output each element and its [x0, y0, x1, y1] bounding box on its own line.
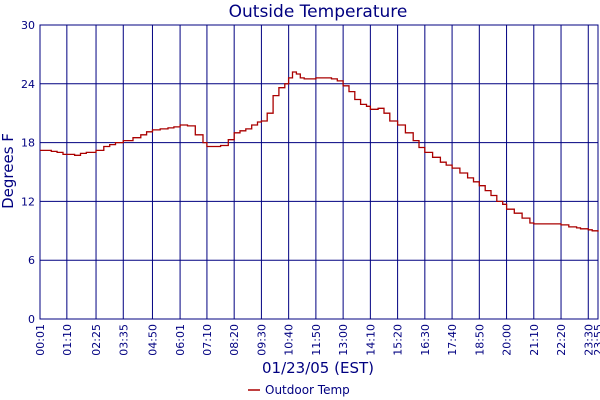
- x-tick-label: 04:50: [146, 324, 159, 356]
- y-axis-label: Degrees F: [0, 133, 17, 209]
- x-tick-label: 15:20: [392, 324, 405, 356]
- x-tick-label: 01:10: [61, 324, 74, 356]
- x-tick-label: 17:40: [446, 324, 459, 356]
- x-tick-label: 06:01: [174, 324, 187, 356]
- x-tick-label: 23:30: [582, 324, 595, 356]
- legend-label-outdoor-temp: Outdoor Temp: [265, 383, 350, 397]
- x-tick-label: 20:00: [501, 324, 514, 356]
- plot-border: [39, 24, 599, 320]
- x-tick-label: 03:35: [117, 324, 130, 356]
- plot-area: 0 6 12 18 24 30 00:01 01:10 02:25 03:35 04:50 06:01…: [21, 19, 600, 356]
- y-tick-label: 30: [21, 19, 35, 32]
- x-tick-label: 07:10: [201, 324, 214, 356]
- y-tick-label: 0: [28, 313, 35, 326]
- x-tick-label: 16:30: [419, 324, 432, 356]
- x-tick-label: 11:50: [310, 324, 323, 356]
- x-axis-label: 01/23/05 (EST): [262, 359, 374, 377]
- legend: Outdoor Temp: [248, 383, 350, 397]
- x-tick-label: 02:25: [90, 324, 103, 356]
- x-tick-label: 18:50: [473, 324, 486, 356]
- y-tick-label: 12: [21, 195, 35, 208]
- x-tick-label: 10:40: [283, 324, 296, 356]
- x-tick-label: 08:20: [228, 324, 241, 356]
- x-tick-label: 23:55: [592, 324, 600, 356]
- x-tick-label: 13:00: [337, 324, 350, 356]
- y-tick-label: 6: [28, 254, 35, 267]
- x-tick-label: 21:10: [528, 324, 541, 356]
- x-tick-label: 14:10: [364, 324, 377, 356]
- x-tick-label: 09:30: [255, 324, 268, 356]
- series-line-outdoor-temp: [40, 71, 599, 232]
- x-tick-label: 00:01: [34, 324, 47, 356]
- y-tick-label: 24: [21, 78, 35, 91]
- y-tick-label: 18: [21, 137, 35, 150]
- chart-title: Outside Temperature: [229, 2, 408, 22]
- x-tick-label: 22:20: [555, 324, 568, 356]
